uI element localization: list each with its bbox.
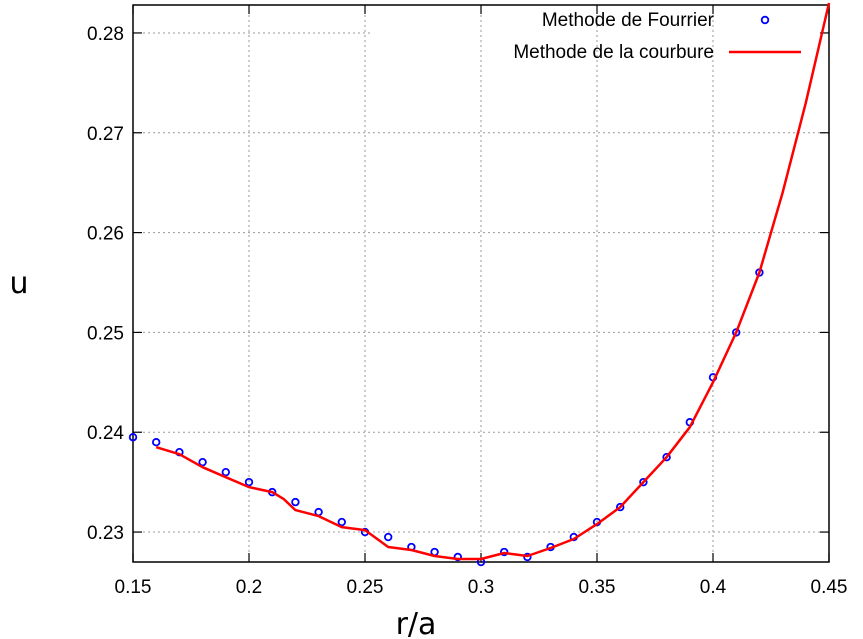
y-tick-label: 0.28: [87, 24, 124, 45]
data-point-fourrier: [221, 467, 230, 477]
data-point-fourrier: [151, 438, 161, 447]
legend-swatch-marker: [760, 15, 770, 25]
ticks-layer: 0.15 0.2 0.25 0.3 0.35 0.4 0.45 0.23 0.24 0.25 0.2…: [87, 5, 847, 598]
data-point-fourrier: [500, 547, 509, 557]
x-tick-label: 0.4: [700, 577, 727, 598]
x-tick-label: 0.35: [579, 577, 616, 598]
series-line-courbure: [155, 2, 831, 561]
y-tick-label: 0.23: [87, 523, 124, 544]
data-point-fourrier: [337, 517, 346, 527]
x-tick-label: 0.2: [236, 577, 262, 598]
legend-label: Methode de Fourrier: [542, 10, 715, 31]
y-tick-label: 0.24: [87, 423, 124, 444]
data-point-fourrier: [616, 502, 625, 512]
data-point-fourrier: [198, 457, 207, 467]
data-point-fourrier: [453, 552, 462, 562]
data-point-fourrier: [128, 433, 138, 442]
legend: Methode de Fourrier Methode de la courbur…: [513, 10, 801, 63]
data-point-fourrier: [662, 452, 671, 462]
grid-layer: [133, 5, 829, 562]
data-point-fourrier: [244, 477, 254, 487]
data-point-fourrier: [384, 532, 393, 542]
y-tick-label: 0.27: [87, 124, 124, 145]
x-tick-label: 0.15: [115, 577, 152, 598]
y-tick-label: 0.26: [87, 224, 124, 245]
series-layer: [128, 2, 831, 567]
x-tick-label: 0.45: [811, 577, 848, 598]
data-point-fourrier: [523, 552, 532, 562]
data-point-fourrier: [291, 497, 300, 507]
plot-frame: [132, 4, 830, 563]
legend-label: Methode de la courbure: [513, 42, 714, 63]
data-point-fourrier: [639, 477, 648, 487]
y-axis-label: u: [9, 266, 28, 301]
x-tick-label: 0.3: [468, 577, 494, 598]
y-tick-label: 0.25: [87, 323, 124, 344]
x-tick-label: 0.25: [347, 577, 384, 598]
x-axis-label: r/a: [396, 607, 437, 639]
